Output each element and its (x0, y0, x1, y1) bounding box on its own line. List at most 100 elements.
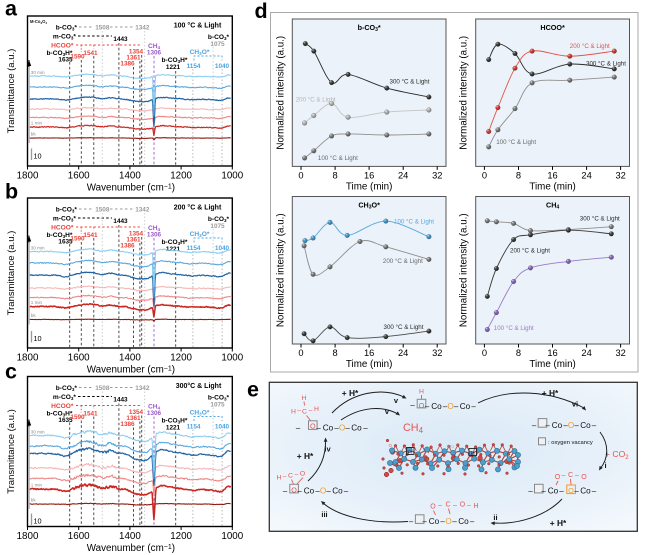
svg-text:–: – (345, 424, 350, 433)
svg-text:32: 32 (432, 348, 442, 358)
svg-text:–: – (443, 402, 448, 411)
svg-text:O: O (300, 471, 305, 478)
svg-text:1354: 1354 (129, 48, 144, 55)
svg-text:100 °C & Light: 100 °C & Light (494, 325, 534, 332)
svg-text:CH4: CH4 (403, 422, 424, 435)
svg-text:–: – (470, 517, 475, 526)
svg-text:–: – (545, 421, 550, 430)
svg-text:–: – (575, 473, 579, 480)
svg-text:1221: 1221 (166, 64, 181, 71)
svg-text:–: – (471, 402, 476, 411)
svg-text:Wavenumber (cm−1): Wavenumber (cm−1) (87, 183, 175, 194)
svg-text:–: – (296, 424, 301, 433)
svg-text:Co: Co (323, 424, 334, 433)
svg-text:v: v (385, 407, 390, 416)
svg-text:: oxygen vacancy: : oxygen vacancy (548, 440, 593, 446)
svg-text:d: d (255, 0, 268, 23)
svg-text:–: – (528, 487, 533, 496)
svg-text:b-CO3H*: b-CO3H* (46, 50, 72, 57)
svg-text:a: a (5, 0, 18, 21)
svg-text:b-CO3*: b-CO3* (56, 207, 78, 214)
svg-text:iv: iv (324, 445, 331, 454)
svg-text:O: O (447, 402, 453, 411)
svg-text:Co: Co (351, 424, 362, 433)
svg-text:+ H*: + H* (542, 388, 559, 398)
svg-text:–: – (467, 502, 471, 509)
svg-text:–: – (422, 517, 427, 526)
svg-text:200 °C & Light: 200 °C & Light (510, 247, 550, 254)
svg-text:O: O (310, 422, 316, 431)
svg-text:–: – (559, 487, 564, 496)
svg-text:1000: 1000 (221, 353, 243, 364)
svg-text:1443: 1443 (113, 397, 128, 404)
svg-text:Transmittance (a.u.): Transmittance (a.u.) (6, 231, 17, 316)
svg-text:200 °C & Light: 200 °C & Light (174, 204, 222, 212)
svg-text:b-CO3*: b-CO3* (358, 23, 381, 33)
svg-text:–: – (283, 473, 287, 480)
svg-text:C: C (568, 472, 573, 479)
svg-text:1075: 1075 (210, 401, 225, 408)
svg-text:Co: Co (448, 444, 454, 449)
svg-text:1635: 1635 (58, 417, 73, 424)
svg-text:1306: 1306 (147, 410, 162, 417)
svg-text:b-CO3H*: b-CO3H* (161, 57, 187, 64)
svg-text:1361: 1361 (126, 54, 141, 61)
svg-text:24: 24 (581, 170, 591, 180)
svg-text:O: O (445, 517, 451, 526)
svg-text:1040: 1040 (215, 63, 230, 70)
svg-text:Normalized intensity (a.u.): Normalized intensity (a.u.) (275, 213, 286, 327)
svg-text:b-CO3*: b-CO3* (208, 216, 230, 223)
svg-text:1443: 1443 (113, 36, 128, 43)
svg-text:+ H*: + H* (550, 518, 567, 528)
svg-text:Time (min): Time (min) (346, 181, 392, 192)
svg-text:Wavenumber (cm−1): Wavenumber (cm−1) (87, 365, 175, 376)
svg-text:–: – (592, 487, 597, 496)
svg-text:–: – (410, 401, 415, 410)
svg-text:Pt: Pt (408, 450, 413, 455)
svg-text:O: O (389, 443, 393, 448)
svg-text:bk: bk (31, 498, 37, 503)
svg-text:16: 16 (364, 348, 374, 358)
svg-text:m-CO3*: m-CO3* (53, 216, 77, 223)
svg-text:–: – (453, 502, 457, 509)
svg-text:b: b (5, 180, 18, 204)
svg-text:–: – (563, 421, 568, 430)
svg-text:+ H*: + H* (297, 451, 314, 461)
svg-text:1508: 1508 (95, 385, 110, 392)
svg-text:1635: 1635 (58, 238, 73, 245)
svg-text:100 °C & Light: 100 °C & Light (394, 219, 434, 226)
svg-text:30 min: 30 min (31, 70, 45, 75)
svg-text:1541: 1541 (83, 50, 98, 57)
svg-text:24: 24 (398, 170, 408, 180)
svg-text:–: – (309, 408, 313, 415)
svg-text:1342: 1342 (135, 25, 150, 32)
svg-text:1400: 1400 (119, 171, 141, 182)
svg-text:–: – (283, 487, 288, 496)
svg-text:30 min: 30 min (31, 430, 45, 435)
svg-text:0: 0 (298, 348, 303, 358)
svg-text:1600: 1600 (68, 171, 90, 182)
svg-text:–: – (297, 408, 301, 415)
svg-text:i: i (604, 461, 606, 470)
svg-text:16: 16 (547, 170, 557, 180)
svg-text:b-CO3H*: b-CO3H* (161, 417, 187, 424)
svg-text:H: H (314, 406, 319, 413)
svg-text:–: – (541, 487, 546, 496)
svg-text:0: 0 (482, 170, 487, 180)
svg-text:–: – (562, 473, 566, 480)
svg-text:Co: Co (460, 402, 471, 411)
svg-text:1508: 1508 (95, 25, 110, 32)
svg-text:10: 10 (34, 152, 42, 161)
svg-text:1386: 1386 (120, 60, 135, 67)
svg-text:HCOO*: HCOO* (51, 403, 74, 410)
svg-text:Transmittance (a.u.): Transmittance (a.u.) (6, 49, 17, 134)
svg-text:–: – (315, 487, 320, 496)
svg-text:b-CO3*: b-CO3* (56, 385, 78, 392)
svg-text:10: 10 (34, 517, 42, 526)
svg-text:b-CO3*: b-CO3* (208, 34, 230, 41)
svg-text:–: – (363, 424, 368, 433)
svg-text:–: – (326, 487, 331, 496)
svg-text:bk: bk (31, 132, 37, 137)
svg-text:100 °C & Light: 100 °C & Light (496, 139, 536, 146)
svg-text:0: 0 (298, 170, 303, 180)
